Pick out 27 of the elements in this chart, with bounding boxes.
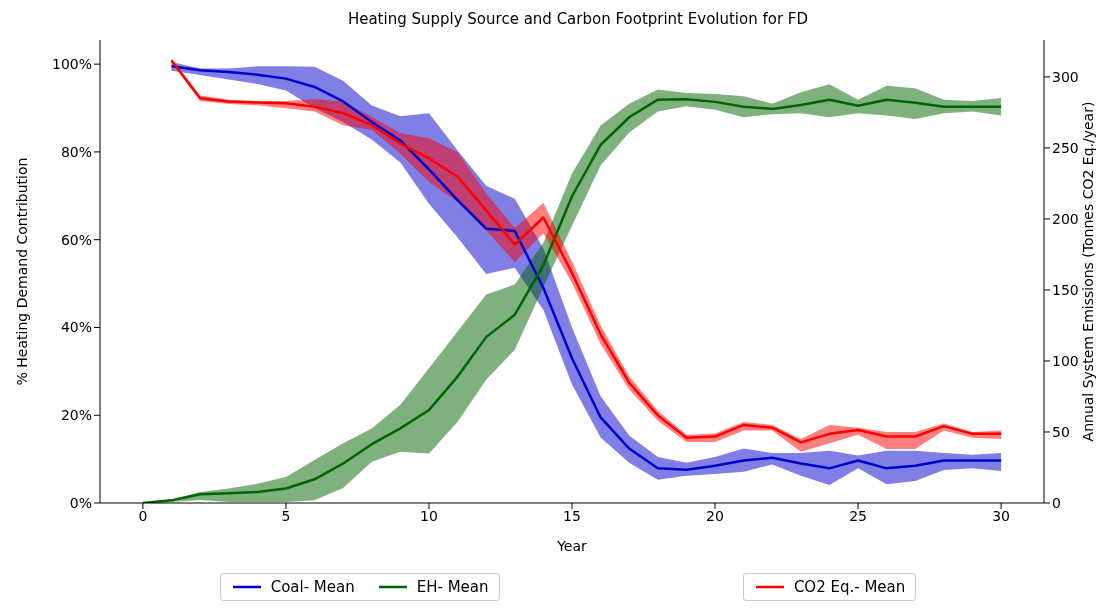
x-tick-label: 15 xyxy=(563,507,581,524)
y2-tick-label: 250 xyxy=(1052,139,1079,156)
y-tick-label: 0% xyxy=(69,494,92,511)
y-tick-label: 100% xyxy=(51,56,92,73)
y2-tick-label: 100 xyxy=(1052,352,1079,369)
legend-label: Coal- Mean xyxy=(270,578,355,596)
y2-tick-label: 150 xyxy=(1052,281,1079,298)
x-tick-label: 20 xyxy=(706,507,724,524)
legend-label: EH- Mean xyxy=(416,578,489,596)
y-axis-title: % Heating Demand Contribution xyxy=(13,157,30,386)
x-tick-label: 25 xyxy=(849,507,867,524)
x-tick-label: 5 xyxy=(281,507,291,524)
y-tick-label: 20% xyxy=(60,407,92,424)
chart-title: Heating Supply Source and Carbon Footprint Evolution for FD xyxy=(346,10,810,28)
y2-tick-label: 300 xyxy=(1052,68,1079,85)
y-tick-label: 40% xyxy=(60,319,92,336)
legend-label: CO2 Eq.- Mean xyxy=(793,578,906,596)
y2-tick-label: 0 xyxy=(1052,494,1061,511)
y2-axis-title: Annual System Emissions (Tonnes CO2 Eq./year) xyxy=(1079,101,1096,442)
y-tick-label: 80% xyxy=(60,143,92,160)
x-tick-label: 0 xyxy=(138,507,148,524)
x-tick-label: 30 xyxy=(992,507,1010,524)
y2-tick-label: 200 xyxy=(1052,210,1079,227)
x-axis-title: Year xyxy=(556,538,588,554)
y-tick-label: 60% xyxy=(60,231,92,248)
x-tick-label: 10 xyxy=(420,507,438,524)
y2-tick-label: 50 xyxy=(1052,423,1070,440)
